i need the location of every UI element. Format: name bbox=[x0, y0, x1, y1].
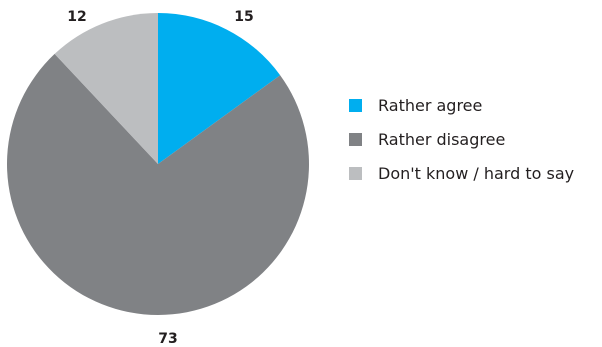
legend-item-rather-agree: Rather agree bbox=[349, 88, 574, 122]
legend-item-rather-disagree: Rather disagree bbox=[349, 122, 574, 156]
slice-label-rather-disagree: 73 bbox=[158, 331, 177, 347]
slice-label-rather-agree: 15 bbox=[234, 9, 253, 25]
legend: Rather agree Rather disagree Don't know … bbox=[349, 88, 574, 190]
legend-label-dont-know: Don't know / hard to say bbox=[378, 163, 575, 183]
slice-label-dont-know: 12 bbox=[67, 9, 86, 25]
slice-rather-disagree bbox=[7, 53, 310, 315]
legend-swatch-rather-agree bbox=[349, 98, 362, 112]
legend-label-rather-disagree: Rather disagree bbox=[378, 129, 506, 149]
legend-item-dont-know: Don't know / hard to say bbox=[349, 156, 574, 190]
slice-rather-agree bbox=[158, 13, 281, 164]
legend-swatch-dont-know bbox=[349, 166, 362, 180]
legend-swatch-rather-disagree bbox=[349, 132, 362, 146]
legend-label-rather-agree: Rather agree bbox=[378, 95, 483, 115]
slice-dont-know bbox=[54, 13, 158, 164]
